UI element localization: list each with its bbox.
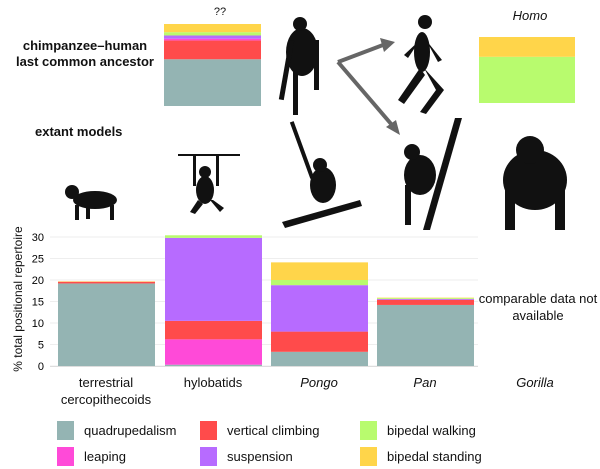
bar-segment-bipedal-standing [271,262,368,280]
bar-chart: 0 5 10 15 20 25 30 [32,24,575,373]
hylobatid-silhouette [178,154,240,214]
y-tick-label: 30 [32,232,44,244]
cercopithecoid-silhouette [65,185,117,220]
lca-bar-segment-quadrupedalism [164,59,261,106]
lca-label-line2: last common ancestor [16,54,154,69]
lca-label-line1: chimpanzee–human [22,38,148,53]
x-category-label: Pongo [259,374,379,391]
bar-segment-vertical-climbing [165,320,262,340]
lca-bar-segment-suspension [164,35,261,39]
bar-segment-quadrupedalism [165,364,262,366]
legend-swatch [57,447,74,466]
silhouettes [65,15,567,230]
lca-bar-segment-bipedal-standing [164,24,261,33]
lca-question: ?? [213,6,227,18]
x-category-line: Pongo [300,375,338,390]
bar-segment-bipedal-walking [377,298,474,299]
legend-label: leaping [84,449,126,464]
bar-segment-vertical-climbing [377,299,474,305]
x-category-line: Pan [413,375,437,390]
y-axis-label: % total positional repertoire [11,226,25,372]
bar-segment-bipedal-walking [271,280,368,286]
legend-swatch [57,421,74,440]
legend-swatch [200,447,217,466]
bar-segment-suspension [165,237,262,321]
lca-bar-segment-bipedal-walking [164,32,261,36]
bar-segment-suspension [377,298,474,300]
legend-item-bipedal-standing: bipedal standing [360,447,482,466]
legend-item-vertical-climbing: vertical climbing [200,421,319,440]
bar-segment-vertical-climbing [58,281,155,284]
human-runner-silhouette [398,15,444,114]
x-category-line: terrestrial [78,375,134,390]
y-tick-label: 10 [32,318,44,330]
x-category-label: hylobatids [153,374,273,391]
bar-segment-suspension [271,285,368,332]
gorilla-note: comparable data not available [478,291,598,323]
extant-models-label: extant models [35,124,123,139]
bar-segment-leaping [165,339,262,365]
x-category-label: Gorilla [475,374,595,391]
legend-item-suspension: suspension [200,447,293,466]
homo-bar-segment-bipedal-walking [479,56,575,103]
y-tick-label: 15 [32,297,44,309]
evolution-arrows [336,38,400,135]
bar-segment-quadrupedalism [377,304,474,366]
y-tick-label: 5 [38,340,44,352]
bar-segment-quadrupedalism [271,351,368,366]
y-tick-label: 0 [38,361,44,373]
bar-segment-quadrupedalism [58,283,155,366]
legend-swatch [200,421,217,440]
x-category-line: hylobatids [183,375,243,390]
homo-bar-segment-bipedal-standing [479,37,575,57]
legend-item-bipedal-walking: bipedal walking [360,421,476,440]
lca-label: chimpanzee–human last common ancestor [10,38,160,70]
gorilla-silhouette [503,136,567,230]
bar-segment-vertical-climbing [271,331,368,352]
x-category-line: Gorilla [516,375,554,390]
x-category-label: terrestrial cercopithecoids [46,374,166,408]
legend-label: vertical climbing [227,423,320,438]
legend-swatch [360,447,377,466]
pongo-silhouette [282,121,362,228]
lca-bar-segment-vertical-climbing [164,40,261,60]
x-category-label: Pan [365,374,485,391]
legend-item-quadrupedalism: quadrupedalism [57,421,177,440]
homo-label: Homo [512,8,548,23]
y-tick-label: 25 [32,254,44,266]
legend-label: bipedal standing [387,449,482,464]
lca-ape-silhouette [278,17,319,115]
x-category-line: cercopithecoids [60,392,152,407]
bar-segment-bipedal-walking [165,235,262,238]
y-tick-label: 20 [32,275,44,287]
legend-item-leaping: leaping [57,447,126,466]
lca-bar-segment-leaping [164,38,261,41]
legend-swatch [360,421,377,440]
legend-label: quadrupedalism [84,423,177,438]
legend-label: suspension [227,449,293,464]
pan-silhouette [404,118,462,230]
legend-label: bipedal walking [387,423,476,438]
